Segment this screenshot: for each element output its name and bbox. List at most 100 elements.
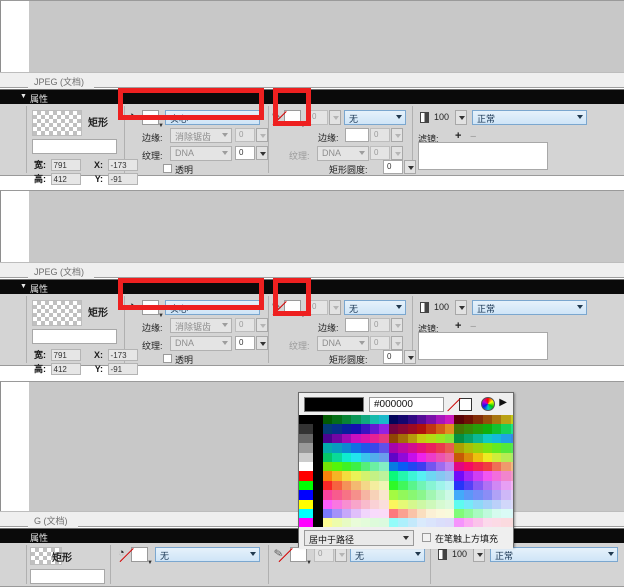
color-swatch[interactable] [435,490,446,500]
color-swatch[interactable] [360,518,370,527]
stroke-category-dropdown-3[interactable]: 无 [350,547,425,562]
color-swatch[interactable] [407,518,417,527]
color-swatch[interactable] [360,443,370,453]
color-swatch[interactable] [492,499,502,509]
color-swatch[interactable] [416,480,427,491]
color-swatch[interactable] [510,452,513,462]
color-swatch[interactable] [388,452,399,462]
color-swatch[interactable] [360,499,370,509]
color-swatch[interactable] [482,480,493,491]
opacity-stepper[interactable] [455,110,467,125]
color-swatch[interactable] [463,424,474,434]
color-swatch[interactable] [407,424,417,434]
color-swatch[interactable] [492,461,502,472]
color-swatch[interactable] [379,508,389,519]
color-swatch[interactable] [492,471,502,481]
stroke-swatch-chevron-icon[interactable]: ▼ [300,123,306,129]
fill-texture-stepper-2[interactable] [256,336,268,350]
color-swatch[interactable] [369,508,380,519]
color-swatch[interactable] [398,424,408,434]
gray-swatch[interactable] [299,480,313,491]
fill-edge-stepper-2[interactable] [256,318,268,332]
color-swatch[interactable] [435,443,446,453]
color-swatch[interactable] [435,424,446,434]
color-swatch[interactable] [501,499,511,509]
stroke-texture-stepper[interactable] [391,146,403,160]
color-swatch[interactable] [407,471,417,481]
color-swatch[interactable] [435,480,446,491]
color-swatch[interactable] [351,443,361,453]
document-tab-2[interactable]: JPEG (文档) [28,263,95,279]
color-swatch[interactable] [351,461,361,472]
color-swatch[interactable] [435,461,446,472]
color-swatch[interactable] [360,461,370,472]
fill-texture-amount-2[interactable]: 0 [235,336,255,350]
color-swatch[interactable] [426,508,436,519]
color-swatch[interactable] [369,471,380,481]
color-swatch[interactable] [473,424,483,434]
swatch-row[interactable] [299,424,513,434]
roundness-input[interactable]: 0 [383,160,403,174]
roundness-stepper-2[interactable] [404,350,416,364]
fill-edge-dropdown-2[interactable]: 消除锯齿 [170,318,232,333]
color-swatch[interactable] [463,443,474,453]
color-swatch[interactable] [398,508,408,519]
gray-swatch[interactable] [299,443,313,453]
swatch-row[interactable] [299,461,513,472]
color-swatch[interactable] [445,452,455,462]
color-swatch[interactable] [398,443,408,453]
color-swatch[interactable] [482,490,493,500]
color-swatch[interactable] [473,461,483,472]
color-swatch[interactable] [435,518,446,527]
color-swatch[interactable] [323,452,333,462]
color-swatch[interactable] [369,490,380,500]
color-swatch[interactable] [379,415,389,425]
color-swatch[interactable] [332,452,342,462]
properties-panel-header-2[interactable]: ▼ 属性 [0,280,624,294]
color-swatch[interactable] [379,461,389,472]
stroke-width-stepper[interactable] [329,110,341,125]
height-input[interactable]: 412 [50,173,81,185]
color-swatch[interactable] [351,490,361,500]
color-swatch[interactable] [463,415,474,425]
color-swatch[interactable] [454,443,464,453]
color-swatch[interactable] [492,415,502,425]
color-swatch[interactable] [360,424,370,434]
color-swatch[interactable] [492,480,502,491]
color-swatch[interactable] [473,452,483,462]
color-swatch[interactable] [341,424,352,434]
color-swatch[interactable] [482,415,493,425]
color-wheel-icon[interactable] [481,397,495,411]
x-input[interactable]: -173 [107,159,138,171]
color-swatch[interactable] [369,499,380,509]
color-swatch[interactable] [398,452,408,462]
blend-mode-dropdown-3[interactable]: 正常 [490,547,618,562]
opacity-value-3[interactable]: 100 [452,549,468,559]
color-swatch[interactable] [445,461,455,472]
color-swatch[interactable] [351,471,361,481]
color-swatch[interactable] [445,499,455,509]
stroke-texture-stepper-2[interactable] [391,336,403,350]
color-swatch[interactable] [463,518,474,527]
hex-value-input[interactable]: #000000 [369,397,444,412]
color-swatch[interactable] [360,433,370,444]
color-swatch[interactable] [360,471,370,481]
color-swatch[interactable] [388,424,399,434]
color-swatch[interactable] [492,518,502,527]
color-swatch[interactable] [323,424,333,434]
color-swatch[interactable] [426,452,436,462]
swatch-row[interactable] [299,499,513,509]
color-swatch[interactable] [454,490,464,500]
remove-filter-icon[interactable]: − [470,321,477,333]
color-swatch[interactable] [407,415,417,425]
more-options-arrow-icon[interactable]: ▶ [499,397,507,408]
color-swatch[interactable] [416,415,427,425]
swatch-row[interactable] [299,518,513,527]
color-swatch[interactable] [492,508,502,519]
color-swatch[interactable] [398,490,408,500]
transparent-checkbox[interactable] [163,164,172,173]
color-swatch[interactable] [426,443,436,453]
color-swatch[interactable] [398,461,408,472]
color-swatch[interactable] [463,480,474,491]
color-swatch[interactable] [351,452,361,462]
